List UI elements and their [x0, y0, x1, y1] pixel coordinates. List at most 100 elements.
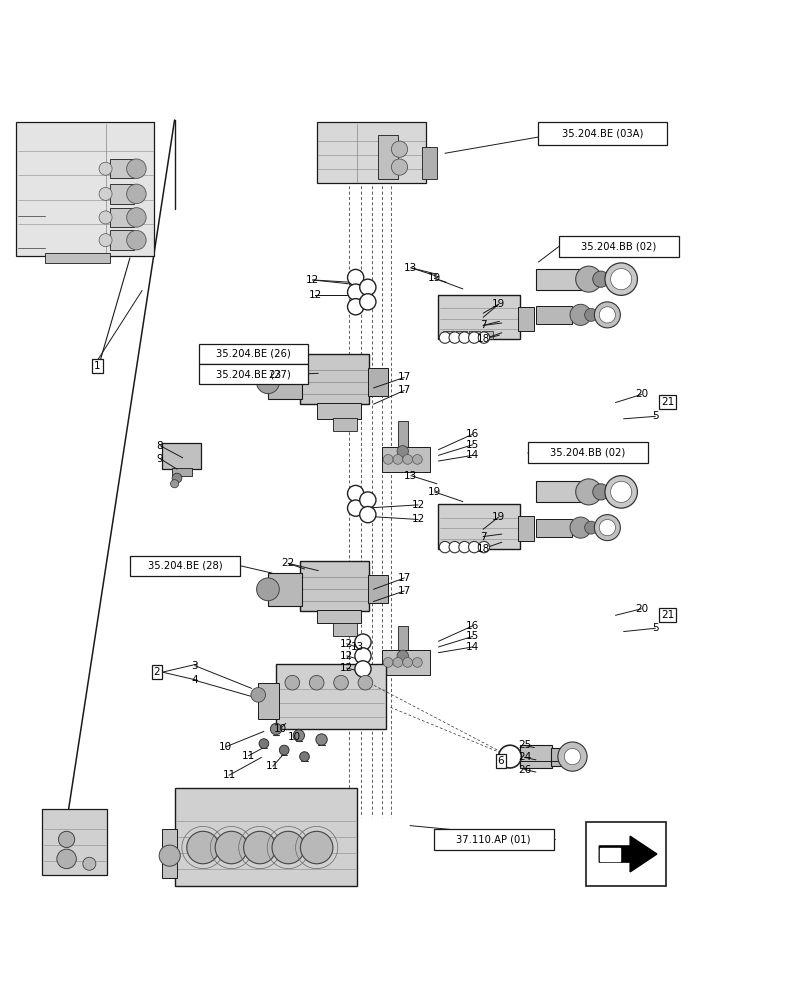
- Text: 7: 7: [479, 532, 486, 542]
- Circle shape: [172, 473, 182, 483]
- Circle shape: [243, 831, 276, 864]
- Circle shape: [347, 485, 363, 502]
- Circle shape: [354, 648, 371, 664]
- Circle shape: [99, 187, 112, 200]
- Circle shape: [397, 650, 408, 662]
- Circle shape: [127, 230, 146, 250]
- Text: 35.204.BE (03A): 35.204.BE (03A): [561, 129, 642, 139]
- Text: 18: 18: [476, 544, 489, 554]
- Circle shape: [99, 211, 112, 224]
- Bar: [550, 748, 564, 766]
- Text: 5: 5: [651, 623, 658, 633]
- Circle shape: [99, 162, 112, 175]
- Text: 19: 19: [427, 273, 440, 283]
- Circle shape: [557, 742, 586, 771]
- Circle shape: [448, 541, 460, 553]
- Bar: [16, 122, 154, 256]
- Text: 5: 5: [651, 411, 658, 421]
- Circle shape: [478, 541, 489, 553]
- Circle shape: [333, 675, 348, 690]
- Circle shape: [347, 269, 363, 286]
- Bar: [527, 442, 647, 463]
- Bar: [131, 556, 240, 576]
- Bar: [258, 683, 278, 719]
- Circle shape: [592, 484, 608, 500]
- Bar: [109, 184, 134, 204]
- Circle shape: [256, 371, 279, 394]
- Circle shape: [412, 658, 422, 667]
- Bar: [300, 561, 369, 611]
- Text: 12: 12: [411, 500, 424, 510]
- Circle shape: [448, 332, 460, 343]
- Circle shape: [309, 675, 324, 690]
- Circle shape: [215, 831, 247, 864]
- Text: 24: 24: [517, 752, 530, 762]
- Circle shape: [402, 658, 412, 667]
- Bar: [367, 575, 388, 603]
- Text: 20: 20: [634, 604, 647, 614]
- Circle shape: [299, 752, 309, 761]
- Bar: [162, 829, 177, 878]
- Circle shape: [569, 517, 590, 538]
- Polygon shape: [599, 848, 619, 861]
- Circle shape: [594, 302, 620, 328]
- Bar: [172, 468, 192, 476]
- Circle shape: [347, 500, 363, 516]
- Circle shape: [354, 661, 371, 677]
- Bar: [268, 573, 302, 606]
- Text: 37.110.AP (01): 37.110.AP (01): [456, 834, 530, 844]
- Circle shape: [594, 515, 620, 541]
- Text: 12: 12: [308, 290, 321, 300]
- Text: 35.204.BE (27): 35.204.BE (27): [216, 369, 290, 379]
- Text: 11: 11: [222, 770, 235, 780]
- Circle shape: [412, 455, 422, 464]
- Bar: [517, 516, 534, 541]
- Bar: [455, 331, 466, 339]
- Bar: [397, 421, 407, 450]
- Circle shape: [293, 730, 304, 741]
- Circle shape: [347, 284, 363, 300]
- Circle shape: [57, 849, 76, 869]
- Text: 35.204.BB (02): 35.204.BB (02): [550, 448, 624, 458]
- Text: 14: 14: [466, 642, 478, 652]
- Circle shape: [159, 845, 180, 866]
- Circle shape: [569, 304, 590, 325]
- Text: 9: 9: [157, 454, 163, 464]
- Circle shape: [354, 634, 371, 650]
- Bar: [586, 822, 665, 886]
- Text: 16: 16: [466, 621, 478, 631]
- Text: 13: 13: [350, 642, 363, 652]
- Circle shape: [83, 857, 96, 870]
- Text: 19: 19: [491, 299, 504, 309]
- Bar: [438, 504, 519, 549]
- Circle shape: [604, 476, 637, 508]
- Text: 10: 10: [287, 732, 300, 742]
- Bar: [481, 331, 492, 339]
- Circle shape: [478, 332, 489, 343]
- Circle shape: [604, 263, 637, 295]
- Circle shape: [359, 492, 375, 508]
- Bar: [558, 236, 678, 257]
- Text: 35.204.BE (28): 35.204.BE (28): [148, 561, 222, 571]
- Text: 12: 12: [340, 651, 353, 661]
- Text: 12: 12: [340, 639, 353, 649]
- Bar: [397, 626, 407, 654]
- Text: 25: 25: [517, 740, 530, 750]
- Text: 10: 10: [273, 724, 286, 734]
- Text: 21: 21: [660, 610, 673, 620]
- Text: 23: 23: [268, 370, 281, 380]
- Circle shape: [564, 748, 580, 765]
- Circle shape: [610, 269, 631, 290]
- Text: 4: 4: [191, 675, 198, 685]
- Text: 19: 19: [427, 487, 440, 497]
- Text: 13: 13: [404, 263, 417, 273]
- Circle shape: [270, 723, 281, 735]
- Bar: [198, 344, 308, 364]
- Text: 15: 15: [466, 440, 478, 450]
- Circle shape: [458, 541, 470, 553]
- Bar: [519, 745, 551, 768]
- Text: 11: 11: [266, 761, 279, 771]
- Bar: [517, 307, 534, 331]
- Bar: [316, 610, 361, 623]
- Circle shape: [575, 266, 601, 292]
